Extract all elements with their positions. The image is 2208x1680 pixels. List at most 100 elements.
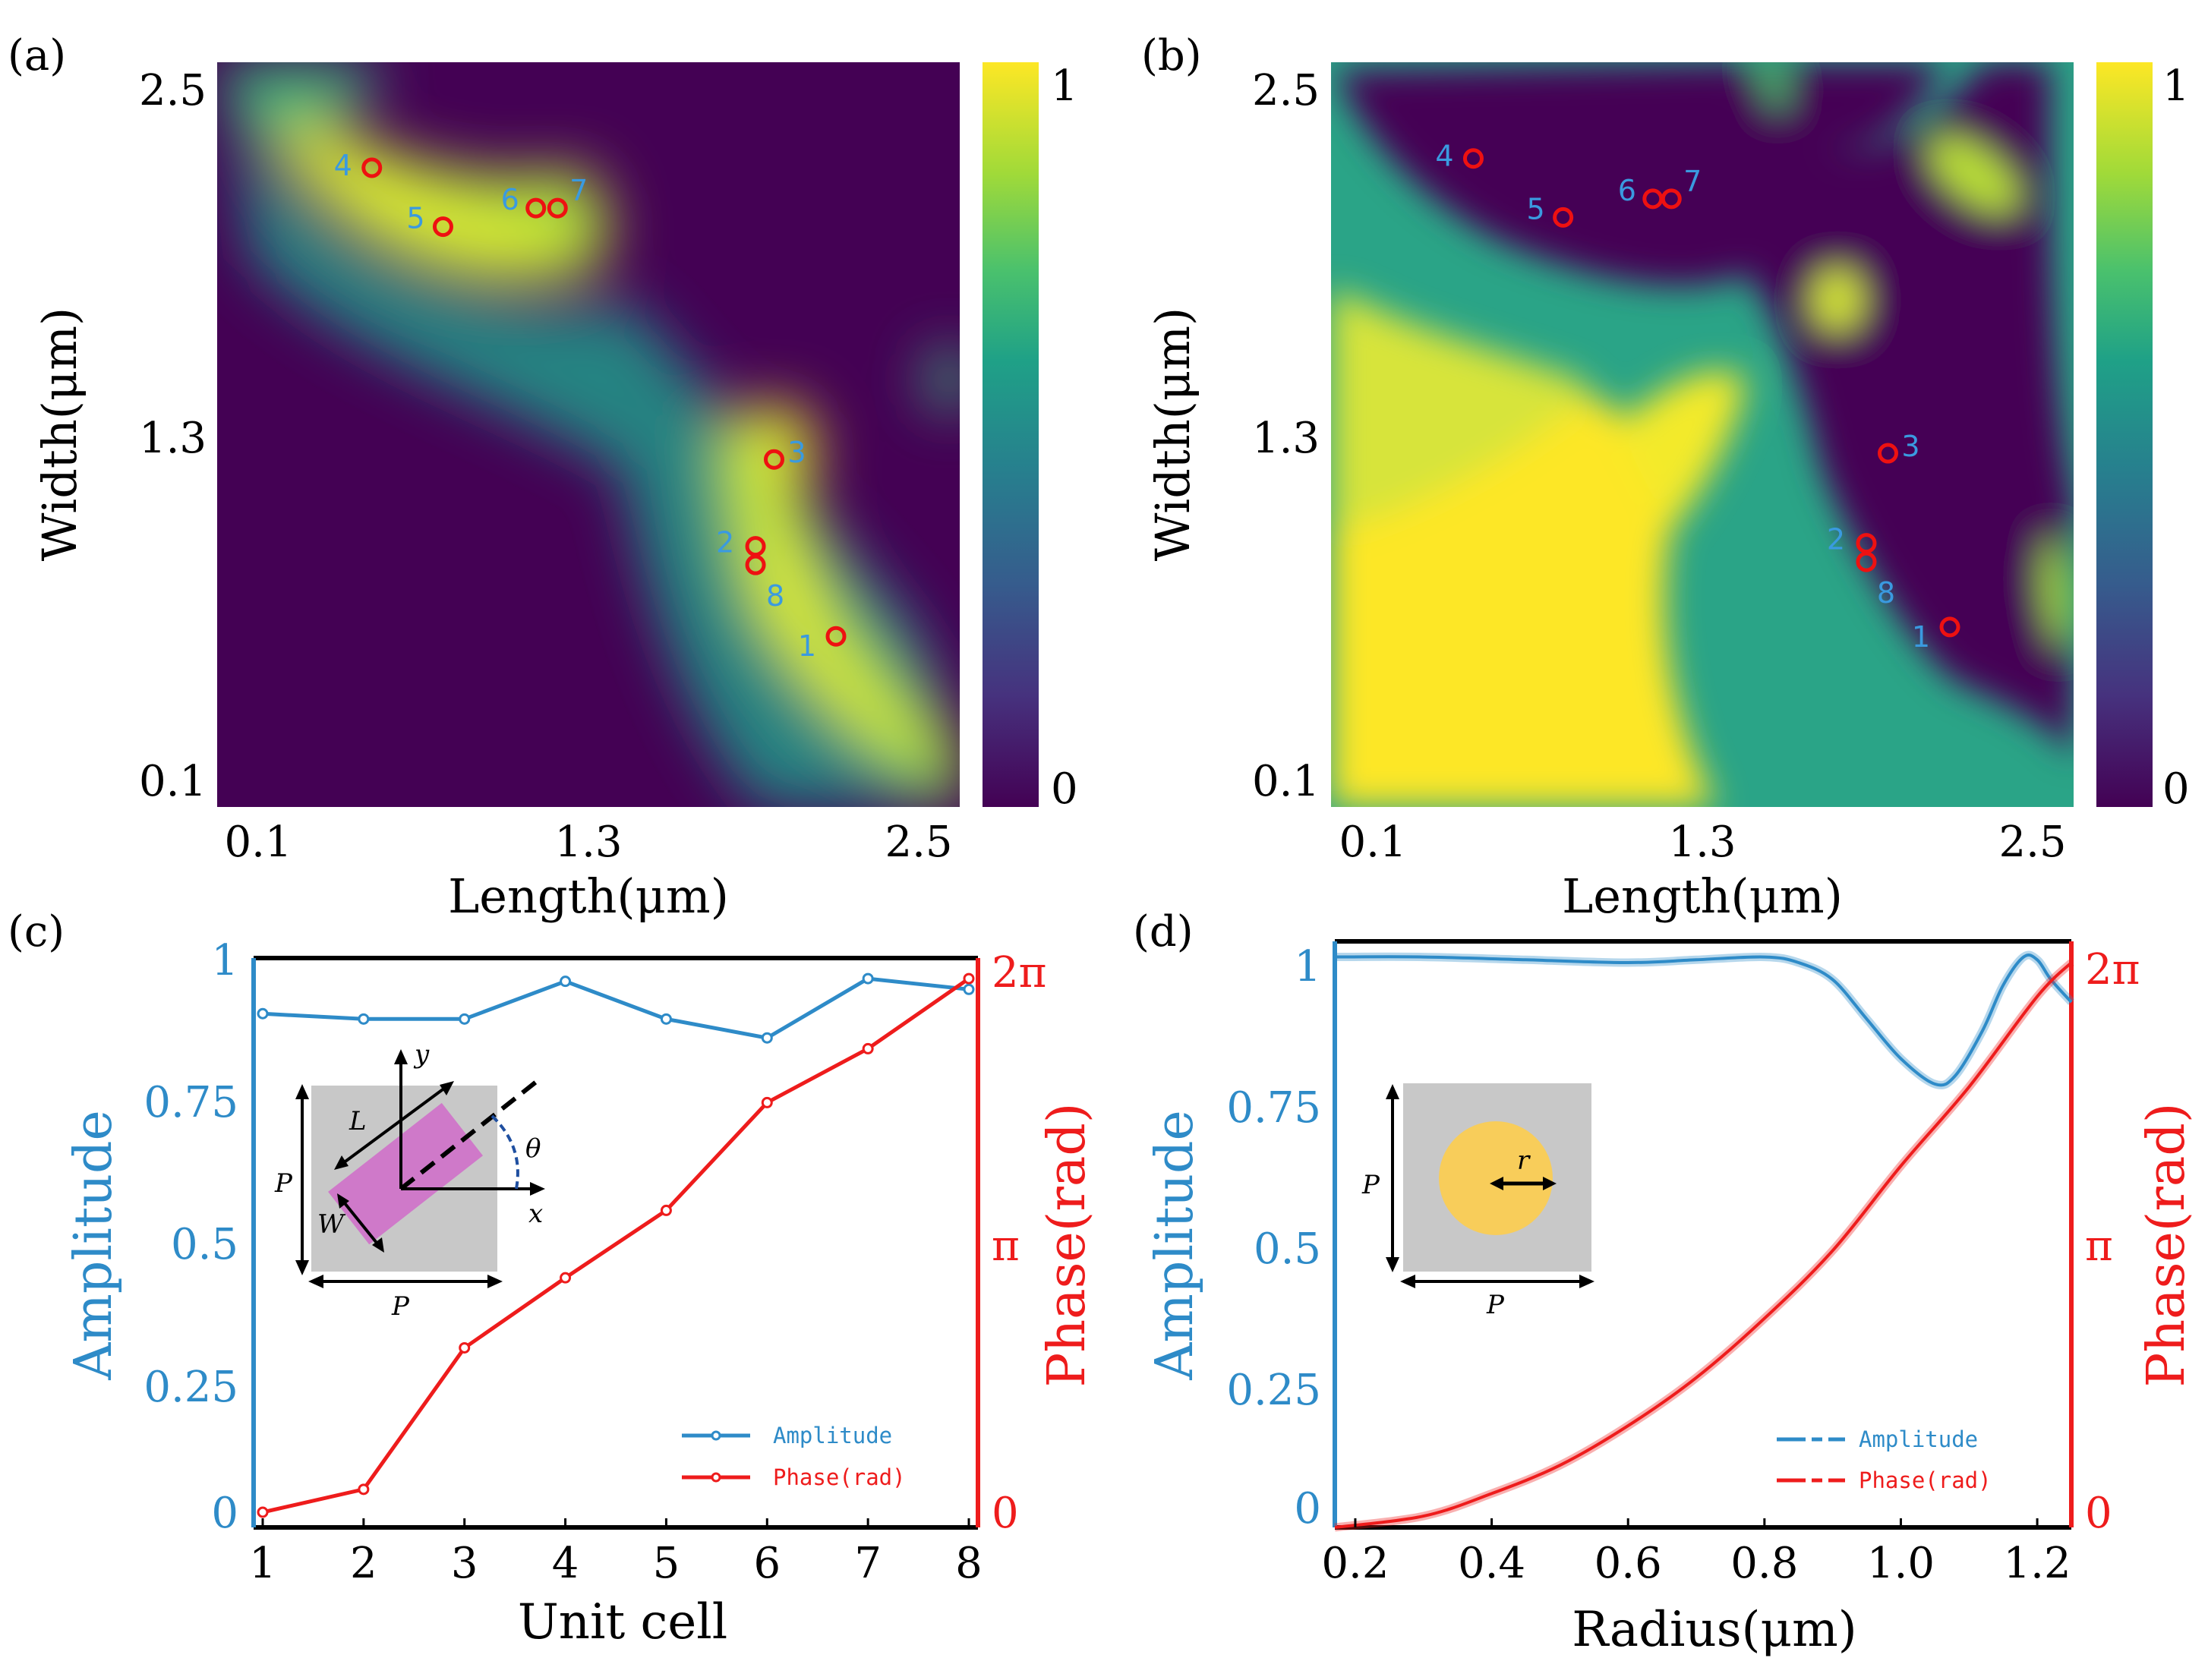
- marker-circle: [1553, 206, 1574, 228]
- axis-c-ytick-right: 0: [992, 1489, 1019, 1538]
- legend-c-amplitude: Amplitude: [773, 1423, 892, 1448]
- heatmap-a: [217, 62, 960, 807]
- axis-d-ytick-left: 0.25: [1226, 1366, 1321, 1415]
- inset-c-label-l: L: [349, 1106, 367, 1136]
- amplitude-point: [862, 972, 874, 985]
- inset-d-unit-cell: r P P: [1361, 1083, 1594, 1320]
- axis-b-ytick: 0.1: [1252, 757, 1320, 806]
- inset-c-label-y: y: [413, 1039, 430, 1070]
- phase-point: [963, 972, 975, 985]
- xtick-label: 3: [451, 1539, 478, 1588]
- phase-point: [761, 1096, 773, 1108]
- axis-d-xlabel: Radius(μm): [1572, 1602, 1857, 1658]
- axis-d-ytick-right: 2π: [2085, 945, 2140, 994]
- heatmap-b: [1331, 62, 2074, 807]
- marker-label: 5: [1527, 192, 1545, 225]
- axis-c-ytick-left: 0: [211, 1489, 238, 1538]
- marker-circle: [1856, 533, 1877, 554]
- marker-circle: [745, 536, 766, 557]
- marker-circle: [764, 449, 784, 470]
- xtick-label: 1.0: [1867, 1539, 1935, 1588]
- amplitude-point: [257, 1007, 269, 1020]
- axis-c-ytick-right: 2π: [992, 948, 1046, 998]
- inset-c-label-x: x: [528, 1199, 543, 1229]
- phase-point: [862, 1042, 874, 1054]
- colorbar-a-tick-bottom: 0: [1051, 764, 1078, 814]
- amplitude-point: [560, 976, 572, 988]
- axis-b-xtick: 1.3: [1668, 818, 1736, 867]
- xtick-label: 0.2: [1321, 1539, 1389, 1588]
- axis-b-ylabel: Width(μm): [1145, 307, 1200, 561]
- panel-c: (c) y x: [8, 907, 1097, 1650]
- xtick-label: 4: [552, 1539, 579, 1588]
- inset-d-label-r: r: [1517, 1146, 1531, 1176]
- axis-a-xtick: 1.3: [554, 818, 622, 867]
- axis-a-ylabel: Width(μm): [32, 307, 87, 561]
- xtick-label: 8: [955, 1539, 983, 1588]
- amplitude-point: [358, 1013, 370, 1025]
- legend-d: Amplitude Phase(rad): [1777, 1426, 1992, 1493]
- axis-b-ytick: 1.3: [1252, 414, 1320, 463]
- panel-a-label: (a): [8, 31, 66, 80]
- marker-label: 7: [1683, 165, 1702, 198]
- axis-c-xlabel: Unit cell: [518, 1594, 727, 1650]
- axis-d-ytick-left: 0.5: [1254, 1225, 1321, 1274]
- marker-label: 4: [334, 149, 352, 182]
- legend-c: Amplitude Phase(rad): [682, 1423, 906, 1490]
- marker-circle: [432, 216, 453, 238]
- axis-a-xlabel: Length(μm): [448, 868, 729, 924]
- axis-c-ylabel-left: Amplitude: [64, 1110, 124, 1381]
- axis-b-xtick: 2.5: [1998, 818, 2066, 867]
- marker-label: 2: [1827, 523, 1845, 556]
- axis-b-ytick: 2.5: [1252, 66, 1320, 115]
- marker-label: 6: [501, 183, 519, 216]
- marker-circle: [547, 197, 568, 219]
- axis-d-ytick-left: 0.75: [1226, 1083, 1321, 1133]
- colorbar-a: [983, 62, 1039, 807]
- marker-label: 2: [716, 526, 734, 559]
- xticks-d: 0.2 0.4 0.6 0.8 1.0 1.2: [1321, 1518, 2071, 1588]
- marker-circle: [1878, 443, 1898, 464]
- marker-label: 7: [569, 174, 588, 207]
- amplitude-point: [660, 1013, 672, 1025]
- axis-a-xtick: 0.1: [224, 818, 292, 867]
- amplitude-point: [963, 983, 975, 995]
- axis-d-ylabel-right: Phase(rad): [2137, 1103, 2197, 1388]
- marker-circle: [1462, 148, 1484, 169]
- marker-label: 3: [1901, 430, 1919, 463]
- marker-label: 8: [766, 579, 784, 613]
- xtick-label: 6: [753, 1539, 781, 1588]
- phase-line: [262, 977, 970, 1515]
- nanodisk: [1439, 1121, 1553, 1235]
- inset-c-unit-cell: y x θ L W P P: [274, 1039, 545, 1322]
- legend-d-phase: Phase(rad): [1859, 1467, 1992, 1493]
- axis-b-xlabel: Length(μm): [1562, 868, 1843, 924]
- axis-a-xtick: 2.5: [885, 818, 952, 867]
- xtick-label: 2: [350, 1539, 377, 1588]
- marker-label: 6: [1618, 174, 1636, 207]
- panel-d-label: (d): [1133, 907, 1194, 957]
- phase-point: [257, 1506, 269, 1518]
- phase-point: [358, 1483, 370, 1496]
- marker-label: 1: [798, 629, 816, 663]
- panel-a: (a) 1 0 2.5 1.3 0.1 0.1 1.3 2.5 Length(μ…: [8, 31, 1078, 924]
- amplitude-point: [459, 1013, 471, 1025]
- axis-c-ytick-left: 1: [211, 936, 238, 985]
- marker-circle: [1939, 616, 1960, 638]
- axis-d-ytick-left: 0: [1294, 1484, 1321, 1533]
- series-d: [1334, 950, 2075, 1532]
- inset-c-label-p-bottom: P: [391, 1291, 410, 1322]
- panel-b-label: (b): [1141, 31, 1202, 80]
- marker-circle: [361, 157, 383, 178]
- axis-b-xtick: 0.1: [1339, 818, 1406, 867]
- axis-c-ytick-left: 0.25: [144, 1363, 238, 1412]
- colorbar-b-tick-top: 1: [2162, 61, 2190, 111]
- marker-circle: [745, 554, 766, 575]
- series-c: [257, 972, 975, 1518]
- inset-d-label-p-bottom: P: [1486, 1290, 1505, 1320]
- marker-label: 1: [1912, 620, 1930, 654]
- marker-label: 8: [1877, 576, 1895, 610]
- xticks-c: 1 2 3 4 5 6 7 8: [249, 1518, 983, 1588]
- phase-point: [560, 1272, 572, 1284]
- xtick-label: 0.8: [1730, 1539, 1798, 1588]
